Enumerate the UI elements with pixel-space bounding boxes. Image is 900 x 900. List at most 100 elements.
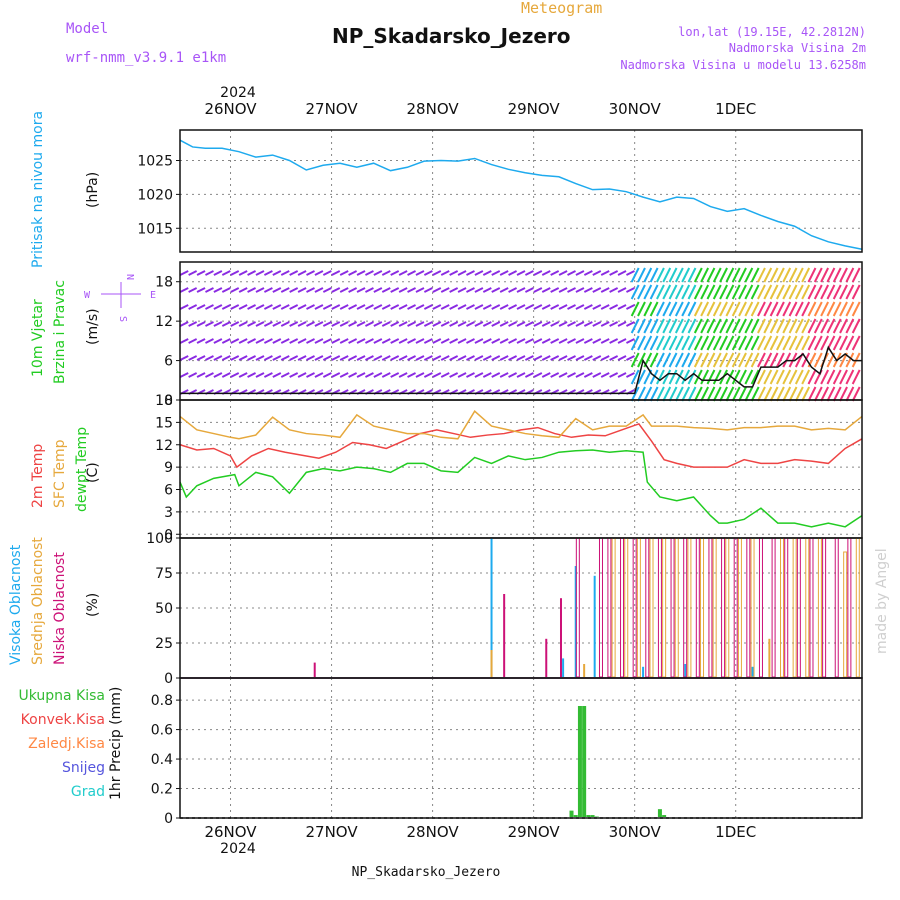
wind-barb xyxy=(263,270,273,276)
wind-barb xyxy=(769,352,779,368)
wind-barb xyxy=(499,355,509,361)
wind-barb xyxy=(851,386,861,402)
wind-barb xyxy=(331,338,341,344)
wind-barb xyxy=(592,372,602,378)
wind-barb xyxy=(630,335,640,351)
wind-barb xyxy=(440,321,450,327)
wind-barb xyxy=(575,338,585,344)
footer-station: NP_Skadarsko_Jezero xyxy=(352,865,501,880)
wind-barb xyxy=(719,335,728,351)
wind-barb xyxy=(247,338,257,344)
wind-barb xyxy=(289,355,299,361)
wind-barb xyxy=(794,267,804,283)
wind-barb xyxy=(381,321,391,327)
wind-barb xyxy=(474,338,484,344)
wind-barb xyxy=(482,355,492,361)
wind-barb xyxy=(583,338,593,344)
wind-barb xyxy=(630,352,640,368)
wind-barb xyxy=(230,304,240,310)
wind-barb xyxy=(364,372,374,378)
wind-barb xyxy=(567,372,576,378)
wind-barb xyxy=(541,338,551,344)
top-day-label: 30NOV xyxy=(609,100,662,118)
wind-barb xyxy=(807,301,817,317)
wind-barb xyxy=(845,301,855,317)
wind-barb xyxy=(297,355,307,361)
wind-barb xyxy=(432,304,442,310)
wind-barb xyxy=(712,318,722,334)
y-tick-label: 0.8 xyxy=(151,693,173,709)
wind-barb xyxy=(583,321,593,327)
wind-barb xyxy=(782,318,792,334)
wind-barb xyxy=(541,372,551,378)
wind-barb xyxy=(533,338,543,344)
wind-barb xyxy=(656,352,665,368)
wind-barb xyxy=(738,301,747,317)
wind-barb xyxy=(482,270,492,276)
wind-barb xyxy=(681,335,691,351)
wind-barb xyxy=(731,284,741,300)
wind-barb xyxy=(731,352,741,368)
wind-barb xyxy=(674,386,684,402)
wind-barb xyxy=(499,372,509,378)
precip-bar xyxy=(594,816,599,818)
wind-barb xyxy=(423,321,433,327)
wind-barb xyxy=(662,284,672,300)
wind-barb xyxy=(674,267,684,283)
wind-barb xyxy=(567,287,576,293)
wind-barb xyxy=(592,321,602,327)
credit-text: made by Angel xyxy=(874,548,890,654)
wind-barb xyxy=(221,355,231,361)
wind-barb xyxy=(238,287,248,293)
wind-barb xyxy=(763,386,773,402)
wind-barb xyxy=(687,284,697,300)
wind-barb xyxy=(575,321,585,327)
wind-barb xyxy=(314,270,324,276)
wind-barb xyxy=(457,270,467,276)
wind-barb xyxy=(331,304,341,310)
wind-barb xyxy=(390,304,400,310)
wind-barb xyxy=(432,338,442,344)
wind-barb xyxy=(706,267,716,283)
precip-legend-item: Konvek.Kisa xyxy=(21,712,105,728)
wind-barb xyxy=(738,369,747,385)
wind-barb xyxy=(423,338,433,344)
wind-barb xyxy=(516,355,526,361)
wind-barb xyxy=(457,355,467,361)
wind-barb xyxy=(706,284,716,300)
wind-barb xyxy=(205,321,214,327)
wind-barb xyxy=(558,270,568,276)
wind-barb xyxy=(583,270,593,276)
y-tick-label: 6 xyxy=(164,354,173,370)
wind-barb xyxy=(744,284,754,300)
wind-barb xyxy=(213,270,223,276)
wind-barb xyxy=(508,355,518,361)
wind-barb xyxy=(205,355,214,361)
compass-s: S xyxy=(117,316,128,322)
wind-barb xyxy=(807,267,817,283)
wind-barb xyxy=(788,284,798,300)
wind-barb xyxy=(776,318,785,334)
wind-barb xyxy=(466,338,475,344)
cloud-bar xyxy=(822,537,827,678)
precip-bar xyxy=(586,815,591,817)
cloud-bar xyxy=(636,537,641,678)
wind-barb xyxy=(626,355,635,361)
wind-barb xyxy=(415,287,425,293)
wind-barb xyxy=(508,372,518,378)
wind-barb xyxy=(649,318,659,334)
wind-barb xyxy=(731,318,741,334)
wind-barb xyxy=(626,372,635,378)
wind-barb xyxy=(687,386,697,402)
cloud-bar xyxy=(792,537,797,678)
wind-barb xyxy=(213,304,223,310)
model-elevation-text: Nadmorska Visina u modelu 13.6258m xyxy=(620,58,866,72)
precip-bar xyxy=(573,815,578,817)
wind-barb xyxy=(373,355,383,361)
wind-barb xyxy=(637,318,646,334)
wind-barb xyxy=(297,270,307,276)
wind-barb xyxy=(331,270,341,276)
wind-barb xyxy=(449,304,459,310)
wind-barb xyxy=(693,318,703,334)
wind-barb xyxy=(373,270,383,276)
